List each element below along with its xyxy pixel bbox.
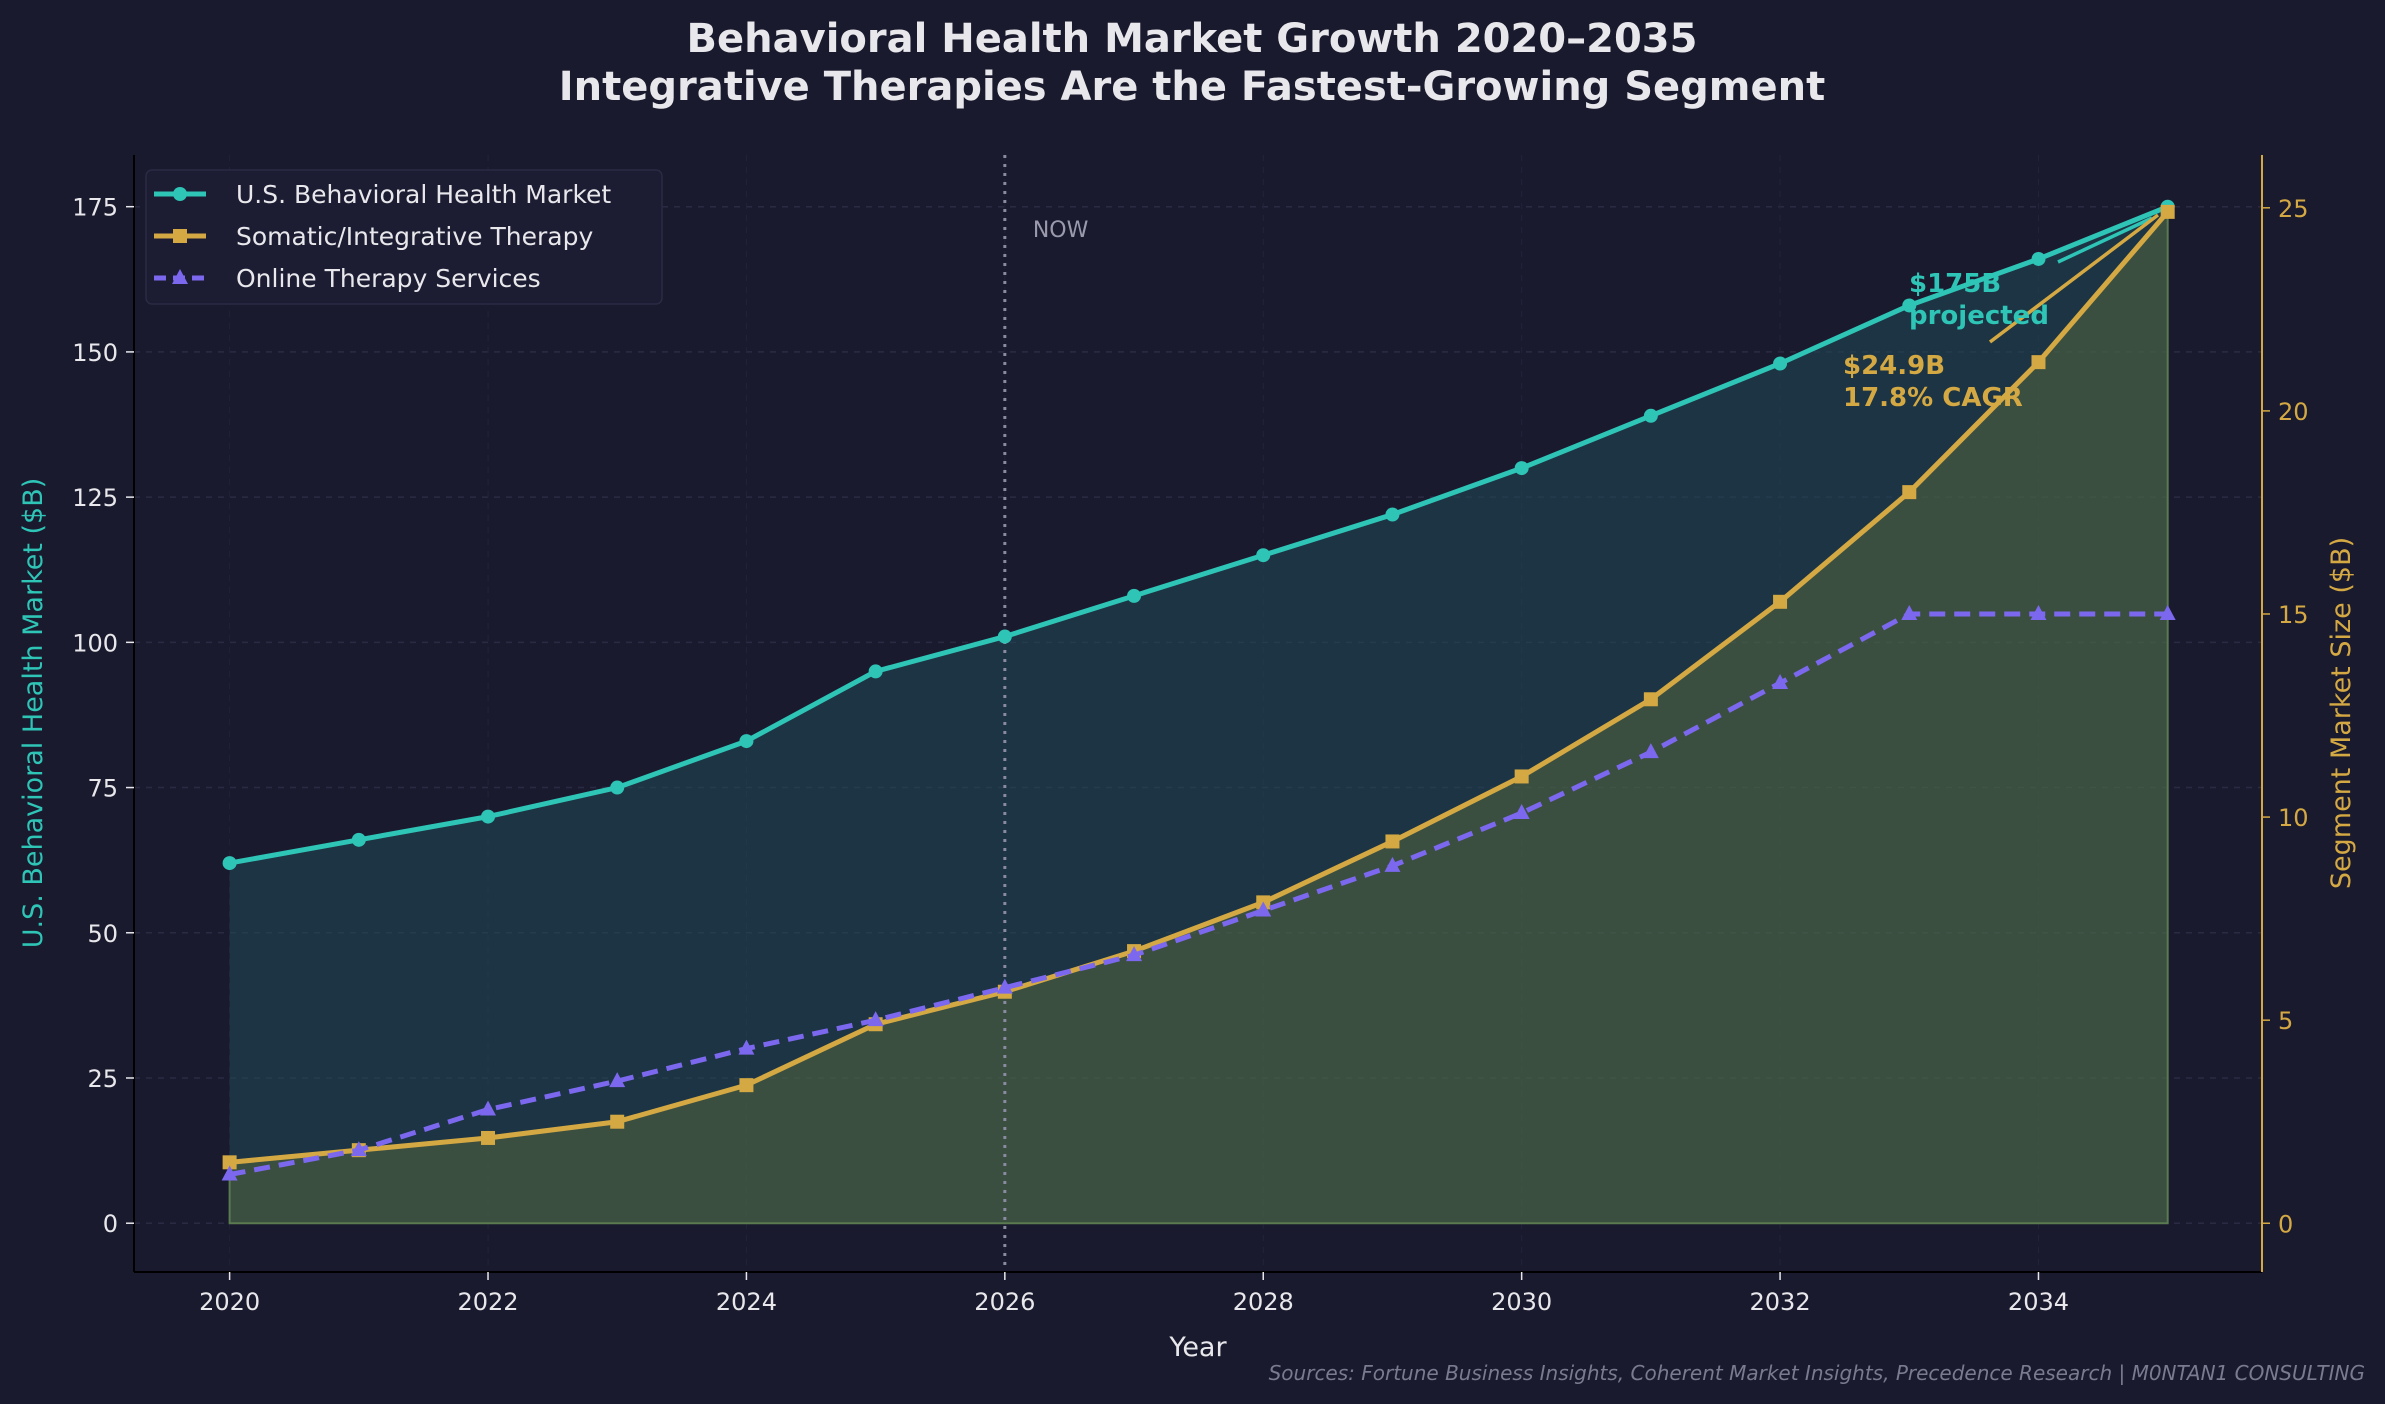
x-tick-label: 2022 [457, 1288, 518, 1316]
legend-marker [172, 269, 188, 284]
data-point [1385, 834, 1400, 849]
data-point [481, 809, 496, 824]
data-point [1385, 507, 1400, 522]
legend-label: Online Therapy Services [236, 264, 541, 293]
y-right-tick-label: 15 [2278, 601, 2309, 629]
y-right-tick-label: 10 [2278, 804, 2309, 832]
y-left-tick-label: 175 [72, 194, 118, 222]
y-left-tick-label: 25 [87, 1065, 118, 1093]
data-point [1772, 674, 1789, 690]
data-point [2031, 251, 2046, 266]
x-tick-label: 2020 [199, 1288, 260, 1316]
annotation-text: 17.8% CAGR [1843, 383, 2023, 413]
data-point [1773, 356, 1788, 371]
y-right-tick-label: 0 [2278, 1210, 2293, 1238]
legend-label: U.S. Behavioral Health Market [236, 180, 611, 209]
data-point [610, 1114, 625, 1129]
y-right-tick-label: 25 [2278, 195, 2309, 223]
source-note: Sources: Fortune Business Insights, Cohe… [1269, 1361, 2365, 1385]
x-tick-label: 2026 [974, 1288, 1035, 1316]
data-point [738, 1039, 755, 1055]
data-point [221, 1165, 238, 1181]
annotation-arrow [2057, 216, 2153, 264]
data-point [1773, 594, 1788, 609]
data-point [1126, 946, 1143, 962]
data-point [997, 629, 1012, 644]
x-axis-label: Year [1168, 1332, 1227, 1363]
chart-subtitle: Integrative Therapies Are the Fastest-Gr… [559, 64, 1825, 110]
annotation-arrow [1988, 213, 2160, 344]
data-point [1514, 461, 1529, 476]
now-label: NOW [1033, 218, 1089, 243]
data-point [350, 1141, 367, 1157]
data-point [351, 832, 366, 847]
data-point [1513, 804, 1530, 820]
data-point [1902, 485, 1917, 500]
data-point [1255, 901, 1272, 917]
y-left-tick-label: 0 [103, 1210, 118, 1238]
data-point [1902, 298, 1917, 313]
data-point [2160, 204, 2175, 219]
data-point [2030, 604, 2047, 620]
data-point [609, 1072, 626, 1088]
data-point [996, 978, 1013, 994]
series-line-1 [229, 210, 2170, 1165]
x-tick-label: 2028 [1233, 1288, 1294, 1316]
data-point [1643, 408, 1658, 423]
y-axis-right-label: Segment Market Size ($B) [2326, 537, 2357, 889]
legend-marker [173, 229, 187, 243]
x-tick-label: 2030 [1491, 1288, 1552, 1316]
data-point [2159, 604, 2176, 620]
y-axis-left-label: U.S. Behavioral Health Market ($B) [18, 478, 49, 949]
data-point [222, 856, 237, 871]
legend: U.S. Behavioral Health Market Somatic/Int… [145, 169, 663, 305]
annotation-text: $175B [1909, 269, 2001, 299]
data-point [1384, 856, 1401, 872]
data-point [867, 1011, 884, 1027]
data-point [739, 734, 754, 749]
data-point [1514, 769, 1529, 784]
legend-marker [173, 187, 187, 201]
data-point [868, 664, 883, 679]
x-tick-label: 2024 [716, 1288, 777, 1316]
y-left-tick-label: 125 [72, 484, 118, 512]
legend-box [145, 169, 663, 305]
data-point [222, 1155, 237, 1170]
annotation-text: $24.9B [1843, 351, 1945, 381]
data-point [1127, 588, 1142, 603]
series-line-0 [229, 204, 2169, 866]
chart-title: Behavioral Health Market Growth 2020–203… [687, 16, 1698, 62]
legend-label: Somatic/Integrative Therapy [236, 222, 593, 251]
data-point [1642, 743, 1659, 759]
y-left-tick-label: 100 [72, 629, 118, 657]
series-line-2 [229, 611, 2168, 1177]
x-tick-label: 2032 [1750, 1288, 1811, 1316]
data-point [1256, 548, 1271, 563]
y-right-tick-label: 20 [2278, 398, 2309, 426]
data-point [480, 1100, 497, 1116]
y-left-tick-label: 75 [87, 775, 118, 803]
data-point [2031, 355, 2046, 370]
y-left-tick-label: 150 [72, 339, 118, 367]
data-point [610, 780, 625, 795]
data-point [1901, 604, 1918, 620]
y-right-tick-label: 5 [2278, 1007, 2293, 1035]
y-left-tick-label: 50 [87, 920, 118, 948]
data-point [1643, 692, 1658, 707]
data-point [739, 1078, 754, 1093]
x-tick-label: 2034 [2008, 1288, 2069, 1316]
annotation-text: projected [1909, 301, 2049, 331]
data-point [481, 1130, 496, 1145]
